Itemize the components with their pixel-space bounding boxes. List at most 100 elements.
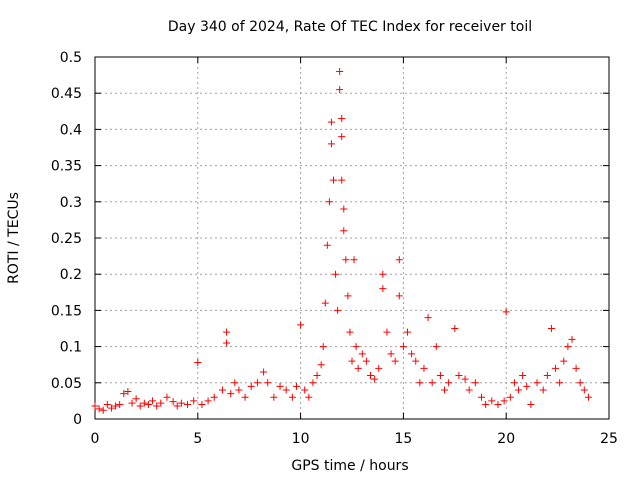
y-tick-label: 0: [73, 412, 82, 428]
data-point: [387, 350, 395, 358]
data-point: [420, 364, 428, 372]
data-point: [340, 227, 348, 235]
data-point: [223, 328, 231, 336]
data-point: [424, 314, 432, 322]
data-point: [136, 402, 144, 410]
data-point: [527, 401, 535, 409]
data-point: [519, 372, 527, 380]
data-point: [367, 372, 375, 380]
data-point: [494, 401, 502, 409]
data-point: [471, 379, 479, 387]
data-point: [416, 379, 424, 387]
data-point: [500, 397, 508, 405]
data-point: [482, 401, 490, 409]
data-point: [319, 343, 327, 351]
data-point: [112, 402, 120, 410]
x-tick-label: 5: [193, 431, 202, 447]
data-point: [576, 379, 584, 387]
data-point: [204, 397, 212, 405]
data-point: [408, 350, 416, 358]
data-point: [184, 401, 192, 409]
data-markers: [91, 67, 592, 414]
data-point: [241, 393, 249, 401]
data-point: [465, 386, 473, 394]
data-point: [301, 386, 309, 394]
y-tick-label: 0.25: [51, 231, 82, 247]
data-point: [99, 406, 107, 414]
data-point: [350, 256, 358, 264]
data-point: [358, 350, 366, 358]
data-point: [317, 361, 325, 369]
data-point: [223, 339, 231, 347]
chart-title: Day 340 of 2024, Rate Of TEC Index for r…: [168, 19, 532, 35]
x-tick-label: 15: [394, 431, 412, 447]
data-point: [313, 372, 321, 380]
data-point: [270, 393, 278, 401]
data-point: [173, 402, 181, 410]
data-point: [506, 393, 514, 401]
data-point: [253, 379, 261, 387]
data-point: [342, 256, 350, 264]
y-tick-label: 0.3: [60, 195, 82, 211]
data-point: [451, 325, 459, 332]
data-point: [502, 308, 510, 316]
data-point: [305, 393, 313, 401]
data-point: [227, 390, 235, 398]
data-point: [103, 401, 111, 409]
data-point: [362, 357, 370, 365]
data-point: [140, 399, 148, 407]
y-tick-label: 0.4: [60, 122, 82, 138]
data-point: [399, 343, 407, 351]
data-point: [247, 382, 255, 390]
data-point: [276, 382, 284, 390]
data-point: [395, 292, 403, 300]
data-point: [344, 292, 352, 300]
data-point: [107, 404, 115, 412]
data-point: [149, 397, 157, 405]
data-point: [478, 393, 486, 401]
data-point: [436, 372, 444, 380]
y-tick-label: 0.45: [51, 86, 82, 102]
data-point: [564, 343, 572, 351]
data-point: [515, 386, 523, 394]
data-point: [282, 386, 290, 394]
data-point: [391, 357, 399, 365]
data-point: [552, 364, 560, 372]
data-point: [354, 364, 362, 372]
data-point: [580, 386, 588, 394]
data-point: [572, 364, 580, 372]
data-point: [352, 343, 360, 351]
data-point: [128, 399, 136, 407]
data-point: [523, 382, 531, 390]
x-tick-label: 20: [497, 431, 515, 447]
x-tick-label: 10: [292, 431, 310, 447]
y-tick-label: 0.05: [51, 376, 82, 392]
x-tick-label: 25: [600, 431, 618, 447]
data-point: [157, 399, 165, 407]
data-point: [455, 372, 463, 380]
data-point: [547, 325, 555, 332]
data-point: [210, 393, 218, 401]
data-point: [432, 343, 440, 351]
data-point: [332, 270, 340, 278]
data-point: [539, 386, 547, 394]
data-point: [338, 176, 346, 184]
data-point: [379, 270, 387, 278]
y-tick-label: 0.35: [51, 159, 82, 175]
data-point: [297, 321, 305, 329]
axes: 0 0.05 0.1 0.15 0.2 0.25 0.3 0.35 0.4 0.45 0.5 0 5 10…: [51, 50, 618, 447]
data-point: [395, 256, 403, 264]
data-point: [163, 393, 171, 401]
y-tick-label: 0.1: [60, 340, 82, 356]
data-point: [334, 306, 342, 314]
data-point: [169, 398, 177, 406]
data-point: [218, 386, 226, 394]
data-point: [445, 379, 453, 387]
data-point: [321, 299, 329, 307]
data-point: [194, 359, 202, 367]
data-point: [346, 328, 354, 336]
data-point: [428, 379, 436, 387]
data-point: [264, 379, 272, 387]
data-point: [371, 375, 379, 383]
